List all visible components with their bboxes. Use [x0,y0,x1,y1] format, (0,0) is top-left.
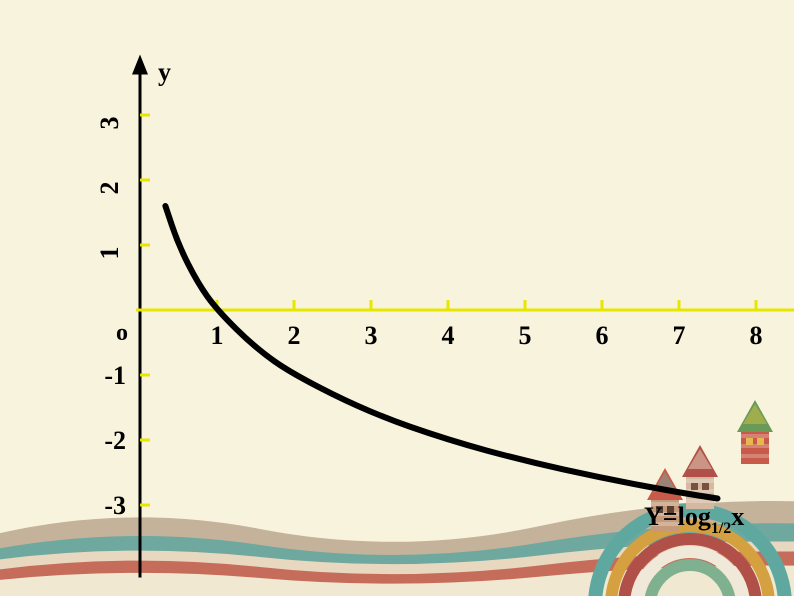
y-tick-label: 3 [95,117,124,130]
x-tick-label: 3 [365,321,378,350]
log-curve [165,206,717,499]
chart-svg: 12345678x123-1-2-3yoY=log1/2x [0,0,794,596]
y-axis-label: y [158,58,171,87]
y-tick-label: -2 [104,426,126,455]
x-tick-label: 5 [519,321,532,350]
x-tick-label: 8 [750,321,763,350]
x-tick-label: 2 [288,321,301,350]
y-tick-label: 2 [95,182,124,195]
chart-canvas: 12345678x123-1-2-3yoY=log1/2x [0,0,794,596]
x-tick-label: 6 [596,321,609,350]
x-tick-label: 1 [211,321,224,350]
formula-label: Y=log1/2x [644,502,744,537]
y-tick-label: -3 [104,491,126,520]
x-tick-label: 7 [673,321,686,350]
x-tick-label: 4 [442,321,455,350]
origin-label: o [116,320,128,346]
y-tick-label: -1 [104,361,126,390]
y-tick-label: 1 [95,247,124,260]
